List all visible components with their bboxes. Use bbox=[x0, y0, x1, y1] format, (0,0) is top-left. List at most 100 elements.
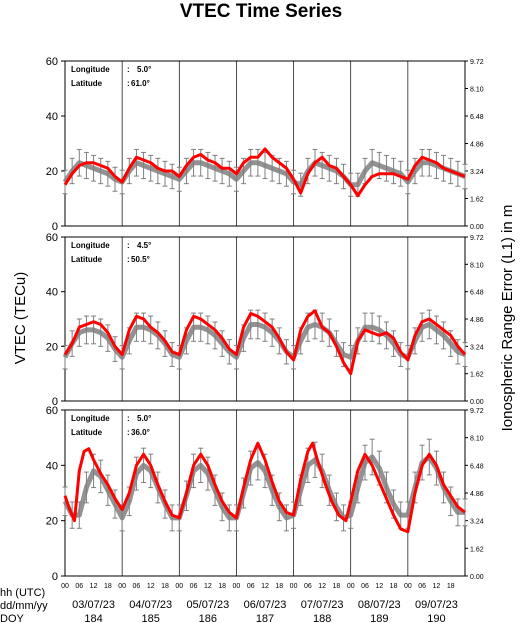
panel-3: 0 20 40 60 0.00 1.62 3.24 4.86 6.48 8.10 9.72 Longi… bbox=[46, 405, 484, 583]
right-tick-label: 1.62 bbox=[470, 372, 484, 379]
right-tick-label: 1.62 bbox=[470, 546, 484, 553]
hour-tick-label: 12 bbox=[261, 583, 269, 590]
longitude-value: 4.5° bbox=[137, 241, 151, 250]
y-tick-label: 60 bbox=[46, 56, 58, 68]
hour-tick-label: 00 bbox=[404, 583, 412, 590]
hour-tick-label: 18 bbox=[275, 583, 283, 590]
right-tick-label: 0.00 bbox=[470, 399, 484, 406]
reference-series bbox=[62, 438, 468, 532]
doy-label: 186 bbox=[199, 613, 217, 623]
date-label: 06/07/23 bbox=[244, 599, 287, 611]
y-tick-label: 20 bbox=[46, 166, 58, 178]
date-label: 05/07/23 bbox=[186, 599, 229, 611]
measured-vtec-line bbox=[63, 309, 467, 376]
hour-tick-label: 06 bbox=[133, 583, 141, 590]
doy-label: 184 bbox=[84, 613, 102, 623]
doy-label: 188 bbox=[313, 613, 331, 623]
right-tick-label: 3.24 bbox=[470, 169, 484, 176]
hour-tick-label: 00 bbox=[233, 583, 241, 590]
latitude-value: 61.0° bbox=[131, 79, 150, 88]
latitude-colon: : bbox=[127, 428, 130, 437]
longitude-label: Longitude bbox=[71, 241, 110, 250]
hour-tick-label: 06 bbox=[190, 583, 198, 590]
right-tick-label: 4.86 bbox=[470, 317, 484, 324]
y-tick-label: 0 bbox=[52, 396, 58, 408]
longitude-colon: : bbox=[127, 414, 130, 423]
row-label-doy: DOY bbox=[0, 613, 25, 623]
date-label: 07/07/23 bbox=[301, 599, 344, 611]
hour-tick-label: 12 bbox=[204, 583, 212, 590]
right-tick-label: 3.24 bbox=[470, 519, 484, 526]
doy-label: 185 bbox=[142, 613, 160, 623]
right-tick-label: 6.48 bbox=[470, 114, 484, 121]
longitude-colon: : bbox=[127, 241, 130, 250]
hour-tick-label: 06 bbox=[247, 583, 255, 590]
right-tick-label: 8.10 bbox=[470, 262, 484, 269]
hour-tick-label: 06 bbox=[418, 583, 426, 590]
longitude-label: Longitude bbox=[71, 65, 110, 74]
y-tick-label: 40 bbox=[46, 111, 58, 123]
right-tick-label: 9.72 bbox=[470, 408, 484, 415]
hour-tick-label: 18 bbox=[447, 583, 455, 590]
right-tick-label: 8.10 bbox=[470, 87, 484, 94]
right-tick-label: 0.00 bbox=[470, 574, 484, 581]
doy-label: 189 bbox=[370, 613, 388, 623]
hour-tick-label: 12 bbox=[147, 583, 155, 590]
y-tick-label: 40 bbox=[46, 287, 58, 299]
hour-tick-label: 18 bbox=[390, 583, 398, 590]
date-label: 08/07/23 bbox=[358, 599, 401, 611]
row-label-date: dd/mm/yy bbox=[0, 600, 48, 612]
right-tick-label: 6.48 bbox=[470, 290, 484, 297]
chart-title: VTEC Time Series bbox=[180, 1, 342, 22]
right-tick-label: 0.00 bbox=[470, 224, 484, 231]
panel-2: 0 20 40 60 0.00 1.62 3.24 4.86 6.48 8.10 9.72 Longi… bbox=[46, 232, 484, 408]
date-label: 09/07/23 bbox=[415, 599, 458, 611]
right-tick-label: 8.10 bbox=[470, 436, 484, 443]
hour-tick-label: 18 bbox=[161, 583, 169, 590]
time-axis: 00 06 12 18 03/07/23 184 00 06 12 18 04/07/23 185 00… bbox=[61, 583, 458, 623]
hour-tick-label: 00 bbox=[290, 583, 298, 590]
measured-vtec-line bbox=[63, 147, 466, 198]
row-label-hour: hh (UTC) bbox=[0, 587, 45, 599]
hour-tick-label: 12 bbox=[90, 583, 98, 590]
panels: 0 20 40 60 0.00 1.62 3.24 4.86 6.48 8.10 9.72 Longi… bbox=[46, 56, 484, 583]
longitude-value: 5.0° bbox=[137, 65, 151, 74]
left-axis-title: VTEC (TECu) bbox=[12, 272, 29, 365]
hour-tick-label: 00 bbox=[175, 583, 183, 590]
longitude-value: 5.0° bbox=[137, 414, 151, 423]
y-tick-label: 40 bbox=[46, 460, 58, 472]
y-tick-label: 60 bbox=[46, 232, 58, 244]
hour-tick-label: 06 bbox=[75, 583, 83, 590]
y-tick-label: 0 bbox=[52, 571, 58, 583]
hour-tick-label: 00 bbox=[347, 583, 355, 590]
latitude-colon: : bbox=[127, 255, 130, 264]
latitude-value: 36.0° bbox=[131, 428, 150, 437]
doy-label: 190 bbox=[427, 613, 445, 623]
doy-label: 187 bbox=[256, 613, 274, 623]
latitude-label: Latitude bbox=[71, 79, 103, 88]
y-tick-label: 60 bbox=[46, 405, 58, 417]
date-label: 03/07/23 bbox=[72, 599, 115, 611]
hour-tick-label: 12 bbox=[433, 583, 441, 590]
right-tick-label: 6.48 bbox=[470, 463, 484, 470]
longitude-label: Longitude bbox=[71, 414, 110, 423]
panel-1: 0 20 40 60 0.00 1.62 3.24 4.86 6.48 8.10 9.72 Longi… bbox=[46, 56, 484, 233]
longitude-colon: : bbox=[127, 65, 130, 74]
measured-vtec-line bbox=[63, 441, 466, 534]
y-tick-label: 20 bbox=[46, 516, 58, 528]
latitude-colon: : bbox=[127, 79, 130, 88]
right-tick-label: 9.72 bbox=[470, 59, 484, 66]
right-tick-label: 9.72 bbox=[470, 235, 484, 242]
panel-frame bbox=[64, 409, 466, 577]
hour-tick-label: 06 bbox=[361, 583, 369, 590]
hour-tick-label: 12 bbox=[375, 583, 383, 590]
latitude-label: Latitude bbox=[71, 255, 103, 264]
latitude-label: Latitude bbox=[71, 428, 103, 437]
reference-series bbox=[62, 148, 468, 197]
hour-tick-label: 06 bbox=[304, 583, 312, 590]
y-tick-label: 20 bbox=[46, 341, 58, 353]
right-tick-label: 4.86 bbox=[470, 491, 484, 498]
hour-tick-label: 00 bbox=[118, 583, 126, 590]
hour-tick-label: 00 bbox=[61, 583, 69, 590]
